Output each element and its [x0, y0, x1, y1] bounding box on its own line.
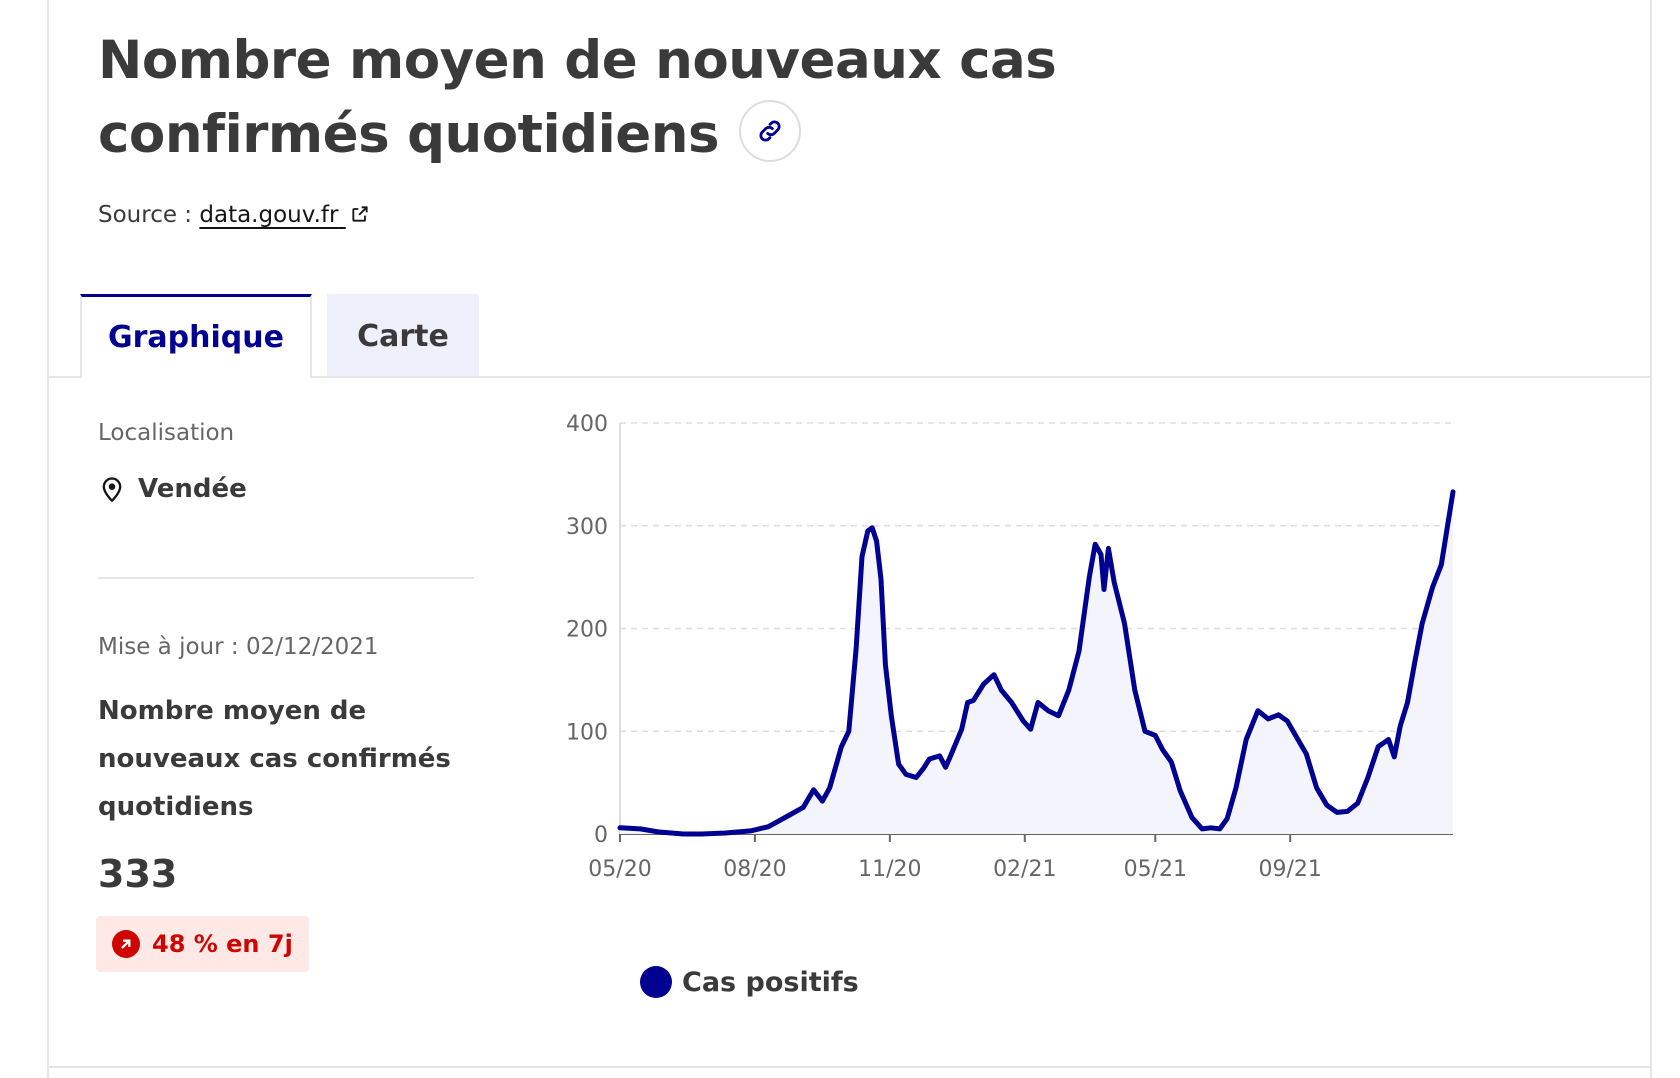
- legend-label: Cas positifs: [682, 966, 859, 998]
- tab-carte[interactable]: Carte: [327, 294, 479, 378]
- link-icon: [759, 120, 781, 142]
- indicator-card: [47, 0, 1652, 1078]
- sidebar-divider: [98, 577, 474, 579]
- y-tick-label-4: 400: [566, 412, 608, 437]
- page-title: Nombre moyen de nouveaux cas confirmés q…: [98, 24, 1298, 172]
- x-tick-label-0: 05/20: [588, 857, 651, 882]
- card-bottom-border: [47, 1066, 1652, 1068]
- source-link[interactable]: data.gouv.fr: [199, 202, 369, 228]
- tab-list: Graphique Carte: [80, 294, 479, 378]
- x-tick-label-1: 08/20: [723, 857, 786, 882]
- kpi-value: 333: [98, 852, 178, 896]
- location-name: Vendée: [138, 474, 247, 504]
- y-tick-label-2: 200: [566, 618, 608, 643]
- x-tick-label-5: 09/21: [1259, 857, 1322, 882]
- cases-chart: 0 100 200 300 400 05/20 08/20 11/20 02/21 05/21 09…: [566, 412, 1456, 882]
- y-tick-label-1: 100: [566, 720, 608, 745]
- source-prefix: Source :: [98, 202, 193, 228]
- x-tick-label-2: 11/20: [858, 857, 921, 882]
- series-area-cas-positifs: [620, 491, 1453, 834]
- trend-badge: 48 % en 7j: [96, 916, 309, 972]
- copy-link-button[interactable]: [739, 100, 802, 163]
- tab-divider: [47, 376, 1652, 378]
- source-line: Source : data.gouv.fr: [98, 202, 370, 228]
- location-label: Localisation: [98, 420, 235, 446]
- external-link-icon: [352, 206, 368, 222]
- map-pin-icon: [102, 477, 122, 503]
- location-section: Localisation Vendée: [98, 420, 474, 504]
- page-title-text: Nombre moyen de nouveaux cas confirmés q…: [98, 30, 1057, 165]
- tab-graphique[interactable]: Graphique: [80, 294, 312, 378]
- location-value: Vendée: [98, 474, 474, 504]
- x-tick-label-4: 05/21: [1124, 857, 1187, 882]
- legend-swatch: [640, 966, 672, 998]
- trend-text: 48 % en 7j: [152, 930, 293, 958]
- kpi-label: Nombre moyen de nouveaux cas confirmés q…: [98, 696, 451, 822]
- y-tick-label-3: 300: [566, 515, 608, 540]
- chart-legend[interactable]: Cas positifs: [640, 966, 859, 998]
- source-link-text: data.gouv.fr: [199, 202, 339, 228]
- y-tick-label-0: 0: [594, 823, 608, 848]
- arrow-up-right-icon: [112, 930, 140, 958]
- x-tick-label-3: 02/21: [993, 857, 1056, 882]
- series-line-cas-positifs: [617, 489, 1456, 837]
- updated-date: Mise à jour : 02/12/2021: [98, 634, 379, 660]
